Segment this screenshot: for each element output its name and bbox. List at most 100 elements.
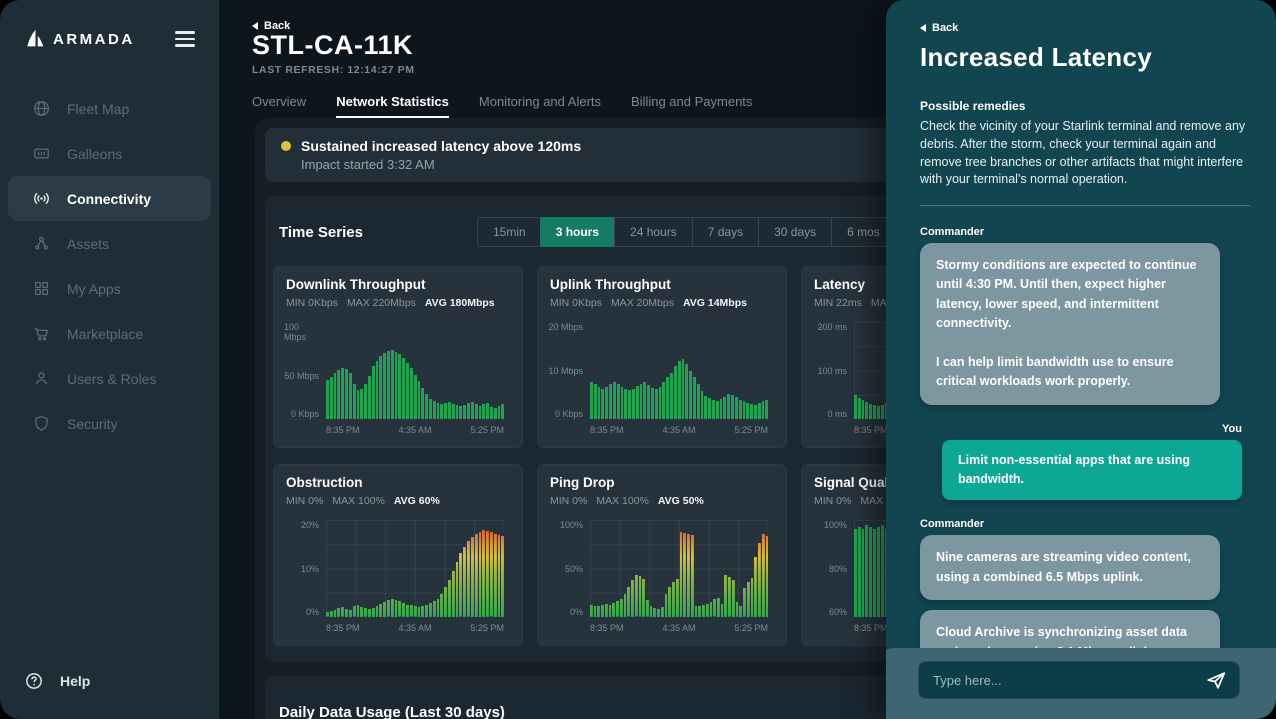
bar [590, 605, 593, 617]
chart-stat-min: MIN 22ms [814, 297, 862, 309]
bar [356, 605, 360, 617]
bar [635, 385, 639, 419]
bar [448, 580, 451, 617]
menu-icon[interactable] [173, 29, 197, 48]
bar [597, 605, 601, 617]
y-axis-labels: 100% 80% 60% [812, 520, 854, 617]
bar [440, 593, 444, 617]
chart-tile-ping-drop: Ping Drop MIN 0% MAX 100% AVG 50% 100% 50% 0% 8… [537, 464, 787, 646]
bar [731, 395, 734, 419]
x-tick: 8:35 PM [854, 623, 888, 633]
bar [746, 402, 750, 419]
bar [724, 574, 728, 617]
bar [672, 581, 675, 617]
bar [333, 372, 337, 419]
sidebar-item-marketplace[interactable]: Marketplace [8, 311, 211, 356]
chart-stat-min: MIN 0% [286, 495, 324, 507]
y-tick: 200 ms [817, 322, 847, 332]
bar [880, 404, 884, 419]
bar [634, 575, 638, 617]
bar [387, 350, 390, 419]
y-tick: 0 Kbps [290, 409, 319, 419]
bar [482, 404, 486, 419]
range-button-7-days[interactable]: 7 days [691, 218, 758, 246]
bar [601, 605, 604, 617]
range-button-3-hours[interactable]: 3 hours [539, 217, 616, 247]
y-tick: 10 Mbps [548, 365, 583, 376]
bar [612, 603, 616, 617]
bar [728, 577, 731, 617]
panel-back-button[interactable]: Back [920, 22, 958, 34]
bar [444, 586, 447, 617]
bar [865, 402, 869, 419]
range-button-15min[interactable]: 15min [493, 225, 526, 239]
sidebar-item-galleons[interactable]: Galleons [8, 131, 211, 176]
bar [664, 593, 668, 617]
bar [337, 608, 341, 617]
bar [417, 606, 421, 617]
bar [854, 529, 857, 617]
sidebar-item-my-apps[interactable]: My Apps [8, 266, 211, 311]
user-icon [36, 372, 47, 385]
chat-input-box[interactable] [918, 661, 1240, 699]
bar [425, 604, 428, 617]
sidebar-item-connectivity[interactable]: Connectivity [8, 176, 211, 221]
chart-stat-avg: AVG 50% [657, 495, 704, 507]
chart-stat-max: MAX 20Mbps [610, 297, 674, 309]
bar [731, 580, 735, 617]
bar [360, 388, 364, 419]
tab-billing-and-payments[interactable]: Billing and Payments [631, 94, 753, 109]
back-button[interactable]: Back [252, 20, 290, 32]
range-button-6-mos[interactable]: 6 mos [831, 218, 895, 246]
bar [608, 605, 612, 617]
x-tick: 8:35 PM [854, 425, 888, 435]
bar [765, 535, 769, 617]
bar [444, 403, 447, 419]
bar [394, 599, 398, 617]
bar [451, 570, 455, 617]
bar [597, 386, 601, 419]
x-tick: 8:35 PM [590, 425, 624, 435]
daily-data-usage-title: Daily Data Usage (Last 30 days) [279, 704, 505, 719]
chat-input-field[interactable] [931, 671, 1205, 689]
bar [660, 606, 664, 617]
bar [398, 601, 402, 617]
bar [673, 365, 677, 419]
bar [367, 375, 371, 419]
sidebar-item-assets[interactable]: Assets [8, 221, 211, 266]
bar [624, 388, 628, 419]
bar [876, 406, 880, 419]
bar [486, 531, 489, 617]
chart-title: Latency [814, 277, 866, 292]
chat-sender-label: Commander [920, 226, 985, 238]
sidebar-item-fleet-map[interactable]: Fleet Map [8, 86, 211, 131]
bar [687, 533, 690, 617]
sidebar-item-security[interactable]: Security [8, 401, 211, 446]
x-tick: 8:35 PM [326, 425, 360, 435]
chart-stat-min: MIN 0% [814, 495, 852, 507]
bar [590, 382, 593, 419]
tab-network-statistics[interactable]: Network Statistics [336, 94, 449, 119]
bar [348, 610, 352, 617]
send-button[interactable] [1205, 669, 1227, 691]
chat-sender-label: You [1222, 422, 1242, 435]
nodes-icon [35, 236, 48, 250]
tab-monitoring-and-alerts[interactable]: Monitoring and Alerts [478, 94, 602, 109]
x-tick: 4:35 AM [398, 623, 432, 633]
sidebar-item-label: Assets [67, 235, 110, 252]
bar [681, 358, 685, 419]
bar [643, 382, 647, 419]
sidebar-item-users-roles[interactable]: Users & Roles [8, 356, 211, 401]
bar [497, 534, 501, 617]
bar [375, 605, 379, 617]
bar [352, 606, 356, 617]
range-button-30-days[interactable]: 30 days [758, 218, 831, 246]
bar [455, 405, 459, 419]
bar [463, 405, 467, 419]
range-button-24-hours[interactable]: 24 hours [614, 218, 692, 246]
bar [716, 597, 720, 617]
sidebar-item-help[interactable]: Help [8, 659, 211, 703]
x-tick: 5:25 PM [734, 425, 768, 435]
bar [616, 384, 620, 419]
tab-overview[interactable]: Overview [252, 94, 307, 109]
